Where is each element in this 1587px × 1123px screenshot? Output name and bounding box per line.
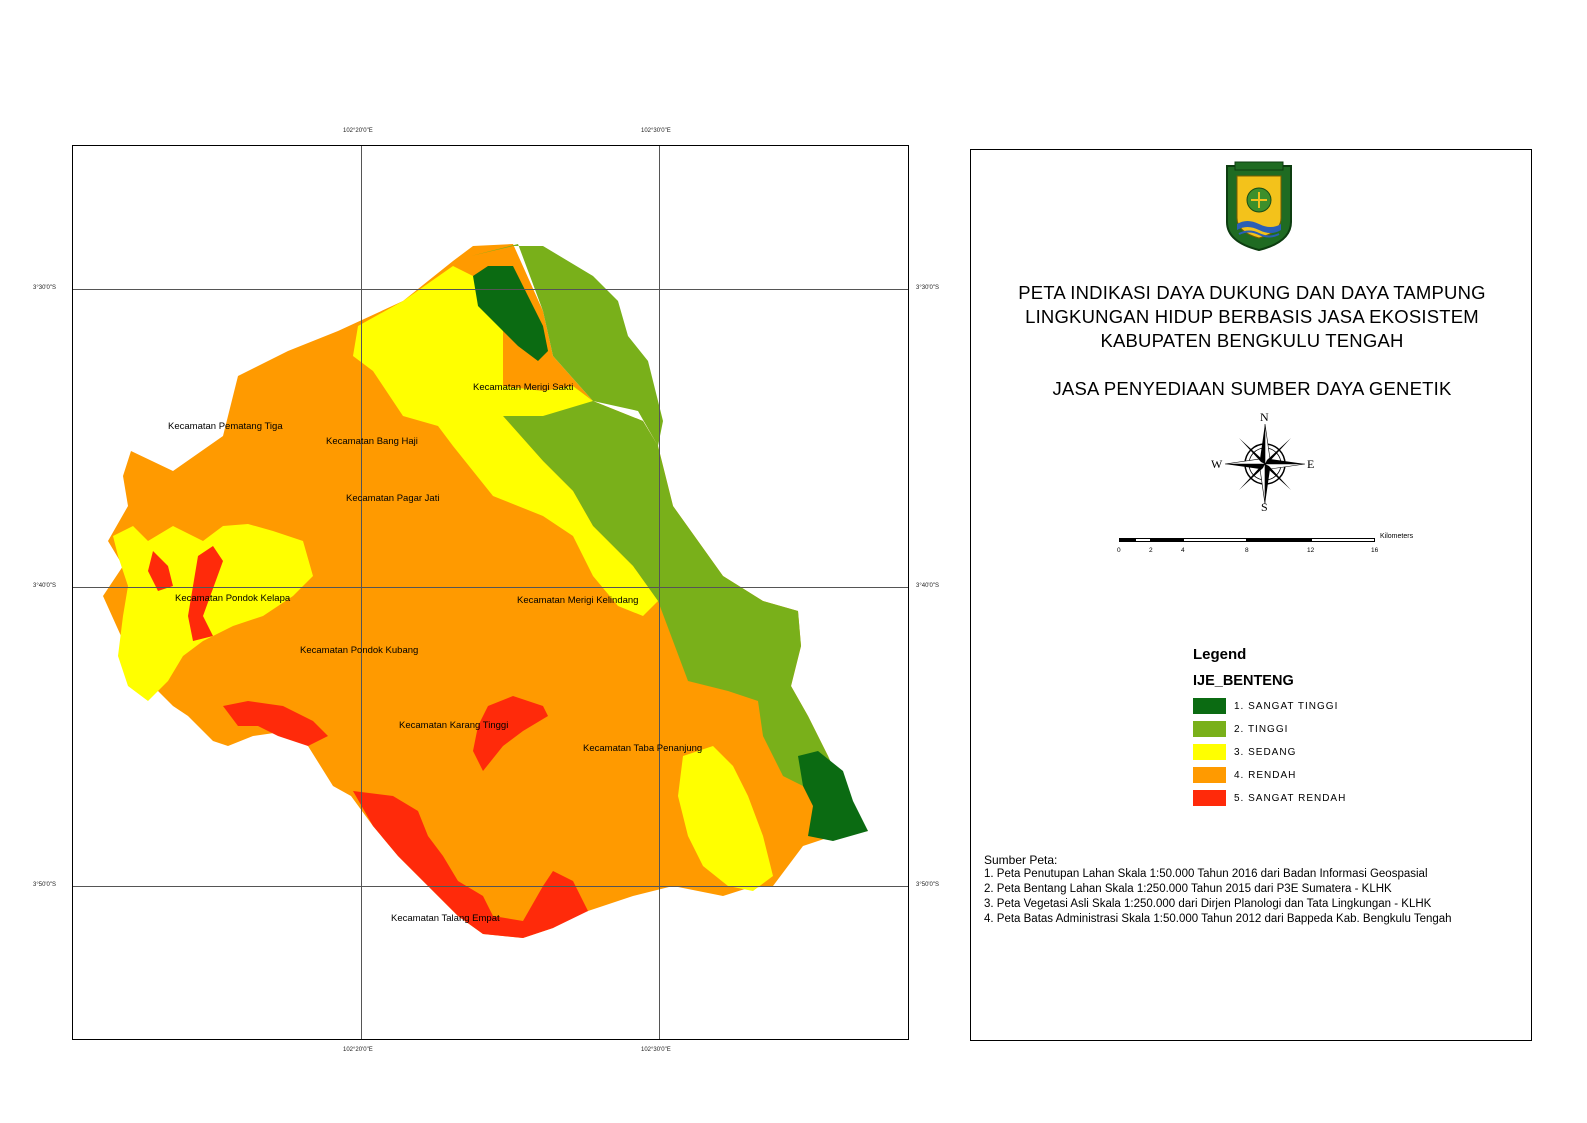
sources-heading: Sumber Peta: bbox=[984, 853, 1058, 867]
region-sangat-rendah-west bbox=[148, 546, 223, 641]
legend-layer-name: IJE_BENTENG bbox=[1193, 673, 1294, 689]
legend-item-label: 2. TINGGI bbox=[1234, 724, 1289, 735]
bengkulu-tengah-logo-icon bbox=[1226, 161, 1292, 252]
district-label-talang-empat: Kecamatan Talang Empat bbox=[391, 913, 500, 924]
legend-heading: Legend bbox=[1193, 646, 1247, 663]
grid-label-bottom-lon-1: 102°20'0"E bbox=[343, 1047, 373, 1053]
region-sangat-tinggi-east bbox=[798, 751, 868, 841]
scale-unit-label: Kilometers bbox=[1380, 533, 1414, 540]
compass-w-label: W bbox=[1211, 457, 1223, 471]
region-sangat-rendah-center bbox=[473, 696, 548, 771]
scale-segment bbox=[1151, 538, 1183, 542]
district-label-taba-penanjung: Kecamatan Taba Penanjung bbox=[583, 743, 703, 754]
grid-label-right-lat-1: 3°30'0"S bbox=[916, 285, 940, 291]
compass-s-label: S bbox=[1261, 500, 1268, 514]
district-label-merigi-sakti: Kecamatan Merigi Sakti bbox=[473, 382, 574, 393]
gridline-lat-3-50 bbox=[73, 886, 908, 887]
legend-swatch bbox=[1193, 790, 1226, 806]
source-line: 2. Peta Bentang Lahan Skala 1:250.000 Ta… bbox=[984, 883, 1392, 895]
region-sangat-rendah-sw bbox=[223, 701, 328, 746]
grid-label-right-lat-2: 3°40'0"S bbox=[916, 583, 940, 589]
district-label-pagar-jati: Kecamatan Pagar Jati bbox=[346, 493, 440, 504]
source-line: 1. Peta Penutupan Lahan Skala 1:50.000 T… bbox=[984, 868, 1428, 880]
gridline-lon-102-30 bbox=[659, 146, 660, 1039]
district-label-merigi-kelindang: Kecamatan Merigi Kelindang bbox=[517, 595, 639, 606]
scale-tick-label: 12 bbox=[1307, 547, 1315, 554]
legend-panel: PETA INDIKASI DAYA DUKUNG DAN DAYA TAMPU… bbox=[970, 149, 1532, 1041]
north-arrow-compass: N S W E bbox=[1211, 410, 1315, 514]
map-canvas[interactable] bbox=[73, 146, 909, 1040]
map-title-line-1: PETA INDIKASI DAYA DUKUNG DAN DAYA TAMPU… bbox=[1018, 282, 1486, 303]
map-title-line-2: LINGKUNGAN HIDUP BERBASIS JASA EKOSISTEM bbox=[1025, 306, 1479, 327]
legend-swatch bbox=[1193, 767, 1226, 783]
grid-label-top-lon-2: 102°30'0"E bbox=[641, 128, 671, 134]
scale-bar: 0 2 4 8 12 16 Kilometers bbox=[1117, 533, 1419, 563]
legend-item-label: 1. SANGAT TINGGI bbox=[1234, 701, 1339, 712]
grid-label-bottom-lon-2: 102°30'0"E bbox=[641, 1047, 671, 1053]
legend-swatch bbox=[1193, 698, 1226, 714]
legend-item-label: 4. RENDAH bbox=[1234, 770, 1297, 781]
region-sedang-east bbox=[678, 746, 773, 891]
scale-tick-label: 2 bbox=[1149, 547, 1153, 554]
district-label-karang-tinggi: Kecamatan Karang Tinggi bbox=[399, 720, 509, 731]
map-subtitle: JASA PENYEDIAAN SUMBER DAYA GENETIK bbox=[1052, 378, 1452, 399]
scale-tick-label: 0 bbox=[1117, 547, 1121, 554]
legend-swatch bbox=[1193, 744, 1226, 760]
scale-segment bbox=[1135, 538, 1151, 542]
gridline-lat-3-30 bbox=[73, 289, 908, 290]
region-sedang-north bbox=[353, 266, 658, 616]
grid-label-top-lon-1: 102°20'0"E bbox=[343, 128, 373, 134]
map-frame[interactable]: Kecamatan Merigi Sakti Kecamatan Pematan… bbox=[72, 145, 909, 1040]
district-label-bang-haji: Kecamatan Bang Haji bbox=[326, 436, 418, 447]
compass-n-label: N bbox=[1260, 410, 1269, 424]
scale-segment bbox=[1183, 538, 1247, 542]
region-rendah-base bbox=[103, 244, 868, 938]
map-title-line-3: KABUPATEN BENGKULU TENGAH bbox=[1100, 330, 1404, 351]
compass-rose-icon bbox=[1224, 423, 1306, 505]
gridline-lon-102-20 bbox=[361, 146, 362, 1039]
district-label-pondok-kubang: Kecamatan Pondok Kubang bbox=[300, 645, 419, 656]
scale-segment bbox=[1311, 538, 1375, 542]
grid-label-left-lat-3: 3°50'0"S bbox=[33, 882, 57, 888]
grid-label-left-lat-1: 3°30'0"S bbox=[33, 285, 57, 291]
gridline-lat-3-40 bbox=[73, 587, 908, 588]
district-label-pondok-kelapa: Kecamatan Pondok Kelapa bbox=[175, 593, 291, 604]
compass-e-label: E bbox=[1307, 457, 1315, 471]
legend-item-label: 5. SANGAT RENDAH bbox=[1234, 793, 1347, 804]
scale-segment bbox=[1247, 538, 1311, 542]
district-label-pematang-tiga: Kecamatan Pematang Tiga bbox=[168, 421, 283, 432]
legend-item-label: 3. SEDANG bbox=[1234, 747, 1297, 758]
grid-label-right-lat-3: 3°50'0"S bbox=[916, 882, 940, 888]
scale-segment bbox=[1119, 538, 1135, 542]
scale-tick-label: 8 bbox=[1245, 547, 1249, 554]
legend-swatch bbox=[1193, 721, 1226, 737]
region-tinggi-band bbox=[471, 244, 853, 811]
scale-tick-label: 16 bbox=[1371, 547, 1379, 554]
source-line: 4. Peta Batas Administrasi Skala 1:50.00… bbox=[984, 913, 1452, 925]
region-sangat-rendah-south bbox=[353, 791, 588, 938]
source-line: 3. Peta Vegetasi Asli Skala 1:250.000 da… bbox=[984, 898, 1432, 910]
grid-label-left-lat-2: 3°40'0"S bbox=[33, 583, 57, 589]
scale-tick-label: 4 bbox=[1181, 547, 1185, 554]
